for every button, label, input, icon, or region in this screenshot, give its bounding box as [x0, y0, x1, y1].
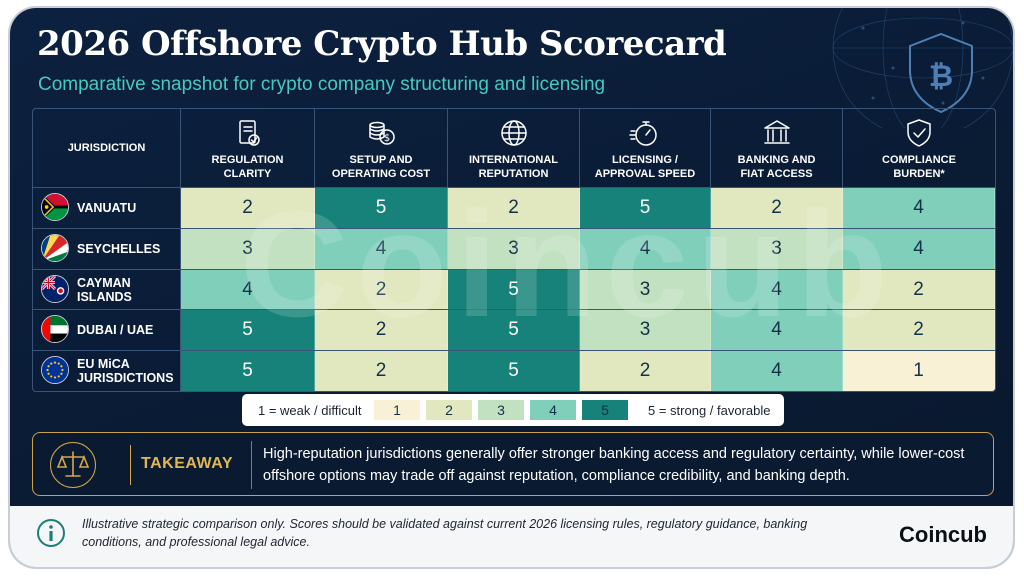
score-cell: 5: [448, 269, 580, 310]
takeaway-text: High-reputation jurisdictions generally …: [263, 446, 965, 484]
score-cell: 5: [181, 310, 315, 351]
jurisdiction-name: CAYMAN ISLANDS: [77, 275, 132, 304]
page-subtitle: Comparative snapshot for crypto company …: [38, 74, 606, 95]
score-cell: 3: [711, 228, 843, 269]
score-cell: 2: [315, 269, 448, 310]
score-cell: 5: [448, 351, 580, 391]
header-column: COMPLIANCE BURDEN*: [843, 109, 995, 187]
table-header-row: JURISDICTION REGULATION CLARITY $ SETUP AN…: [33, 109, 995, 187]
legend-swatch: 3: [478, 400, 524, 420]
uae-flag-icon: [41, 315, 69, 344]
score-cell: 4: [711, 351, 843, 391]
legend-swatch: 1: [374, 400, 420, 420]
score-cell: 2: [843, 310, 995, 351]
legend-swatch: 2: [426, 400, 472, 420]
header-column: INTERNATIONAL REPUTATION: [448, 109, 580, 187]
table-row: SEYCHELLES 3 4 3 4 3 4: [33, 227, 995, 269]
legend-swatch: 4: [530, 400, 576, 420]
jurisdiction-name: SEYCHELLES: [77, 241, 161, 256]
jurisdiction-name: VANUATU: [77, 201, 137, 215]
info-icon: [37, 519, 65, 547]
bank-icon: [763, 120, 790, 144]
score-cell: 3: [580, 269, 711, 310]
svg-text:$: $: [384, 133, 390, 144]
score-cell: 4: [711, 269, 843, 310]
eu-flag-icon: [41, 356, 69, 385]
bitcoin-shield-globe-icon: ₿: [832, 8, 1013, 128]
score-cell: 2: [448, 188, 580, 228]
jurisdiction-cell: VANUATU: [33, 188, 181, 228]
score-cell: 5: [580, 188, 711, 228]
scale-icon: [50, 442, 96, 488]
table-row: VANUATU 2 5 2 5 2 4: [33, 187, 995, 228]
score-cell: 2: [315, 351, 448, 391]
jurisdiction-cell: DUBAI / UAE: [33, 310, 181, 351]
score-cell: 2: [181, 188, 315, 228]
score-cell: 3: [181, 228, 315, 269]
footer: Illustrative strategic comparison only. …: [10, 506, 1013, 567]
page-title: 2026 Offshore Crypto Hub Scorecard: [37, 24, 727, 64]
vanuatu-flag-icon: [41, 193, 69, 221]
score-cell: 5: [315, 188, 448, 228]
score-cell: 5: [181, 351, 315, 391]
header-column-label: COMPLIANCE BURDEN*: [882, 154, 956, 180]
score-cell: 1: [843, 351, 995, 391]
header-jurisdiction: JURISDICTION: [33, 109, 181, 187]
globe-icon: [500, 120, 527, 146]
svg-text:₿: ₿: [929, 59, 953, 94]
header-column: REGULATION CLARITY: [181, 109, 315, 187]
score-cell: 4: [315, 228, 448, 269]
score-cell: 5: [448, 310, 580, 351]
table-row: DUBAI / UAE 5 2 5 3 4 2: [33, 309, 995, 351]
document-check-icon: [238, 120, 260, 146]
score-cell: 4: [843, 228, 995, 269]
stopwatch-icon: [629, 121, 657, 146]
disclaimer-text: Illustrative strategic comparison only. …: [82, 517, 808, 549]
header-column-label: REGULATION CLARITY: [211, 154, 284, 180]
legend-high-label: 5 = strong / favorable: [648, 402, 771, 418]
score-cell: 2: [580, 351, 711, 391]
table-row: CAYMAN ISLANDS 4 2 5 3 4 2: [33, 268, 995, 310]
jurisdiction-cell: CAYMAN ISLANDS: [33, 269, 181, 310]
jurisdiction-name: EU MiCA JURISDICTIONS: [77, 357, 174, 386]
score-cell: 2: [711, 188, 843, 228]
shield-check-icon: [907, 119, 931, 147]
score-cell: 4: [580, 228, 711, 269]
cayman-flag-icon: [41, 274, 69, 303]
header-column: LICENSING / APPROVAL SPEED: [580, 109, 711, 187]
score-cell: 4: [843, 188, 995, 228]
jurisdiction-cell: SEYCHELLES: [33, 228, 181, 269]
jurisdiction-name: DUBAI / UAE: [77, 323, 154, 338]
brand-logo: Coincub: [899, 522, 987, 547]
score-cell: 2: [315, 310, 448, 351]
scorecard-table: JURISDICTION REGULATION CLARITY $ SETUP AN…: [32, 108, 996, 392]
score-cell: 4: [711, 310, 843, 351]
legend-swatch: 5: [582, 400, 628, 420]
header-column-label: SETUP AND OPERATING COST: [331, 154, 431, 180]
header-column: BANKING AND FIAT ACCESS: [711, 109, 843, 187]
seychelles-flag-icon: [41, 233, 69, 262]
header-column: $ SETUP AND OPERATING COST: [315, 109, 448, 187]
scorecard-card: ₿ 2026 Offshore Crypto Hub Scorecard Com…: [10, 8, 1013, 567]
header-column-label: INTERNATIONAL REPUTATION: [468, 154, 558, 180]
takeaway-divider: [130, 445, 131, 485]
score-cell: 3: [580, 310, 711, 351]
score-cell: 3: [448, 228, 580, 269]
header-column-label: BANKING AND FIAT ACCESS: [737, 154, 816, 180]
header-column-label: LICENSING / APPROVAL SPEED: [594, 154, 696, 180]
takeaway-label: TAKEAWAY: [141, 455, 234, 472]
score-cell: 2: [843, 269, 995, 310]
takeaway-divider: [251, 441, 252, 489]
legend-low-label: 1 = weak / difficult: [258, 402, 362, 418]
takeaway-box: TAKEAWAY High-reputation jurisdictions g…: [32, 432, 994, 496]
table-row: EU MiCA JURISDICTIONS 5 2 5 2 4 1: [33, 350, 995, 391]
score-cell: 4: [181, 269, 315, 310]
coin-stack-icon: $: [369, 121, 395, 145]
jurisdiction-cell: EU MiCA JURISDICTIONS: [33, 351, 181, 391]
